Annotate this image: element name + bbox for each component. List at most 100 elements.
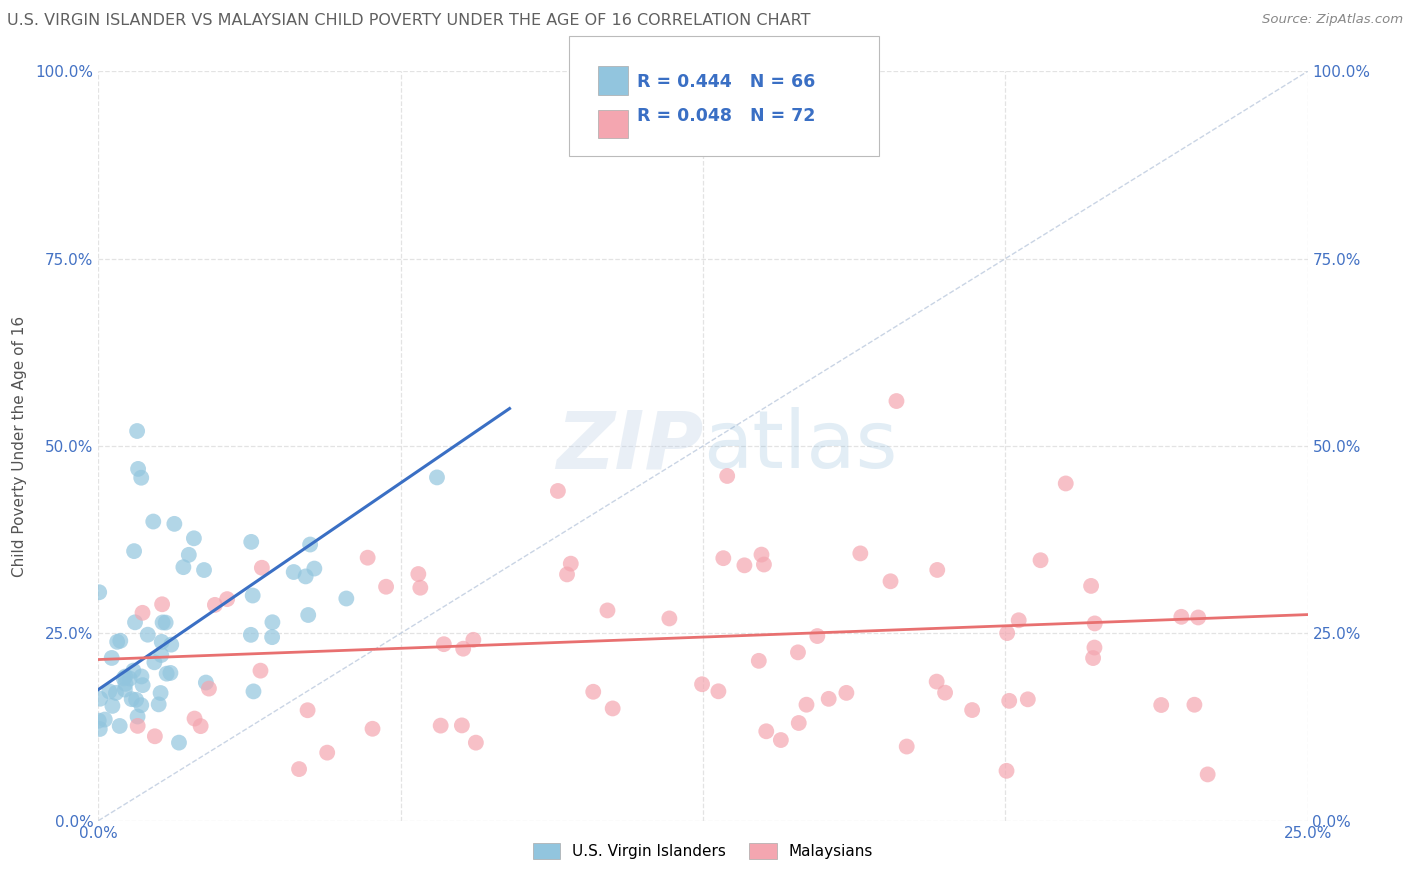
Point <box>927 563 949 577</box>
Point <box>429 718 451 732</box>
Point <box>101 698 124 713</box>
Point <box>690 677 713 691</box>
Point <box>112 671 135 685</box>
Point <box>356 550 378 565</box>
Point <box>204 598 226 612</box>
Point <box>131 606 153 620</box>
Text: R = 0.048   N = 72: R = 0.048 N = 72 <box>637 107 815 125</box>
Point <box>1017 692 1039 706</box>
Point <box>560 557 582 571</box>
Point <box>239 628 262 642</box>
Point <box>748 654 770 668</box>
Point <box>250 561 273 575</box>
Point <box>716 469 738 483</box>
Point <box>995 764 1018 778</box>
Point <box>122 664 145 678</box>
Point <box>143 655 166 669</box>
Point <box>118 672 141 686</box>
Point <box>87 714 110 728</box>
Point <box>711 551 734 566</box>
Point <box>142 515 165 529</box>
Point <box>89 722 111 736</box>
Point <box>288 762 311 776</box>
Point <box>121 692 143 706</box>
Point <box>896 739 918 754</box>
Point <box>555 567 578 582</box>
Point <box>124 615 146 630</box>
Point <box>149 686 172 700</box>
Text: atlas: atlas <box>703 407 897 485</box>
Point <box>190 719 212 733</box>
Point <box>602 701 624 715</box>
Point <box>1080 579 1102 593</box>
Point <box>787 716 810 731</box>
Point <box>183 531 205 545</box>
Point <box>751 548 773 562</box>
Point <box>995 626 1018 640</box>
Point <box>194 675 217 690</box>
Point <box>1184 698 1206 712</box>
Point <box>1083 640 1105 655</box>
Point <box>817 691 839 706</box>
Point <box>547 483 569 498</box>
Point <box>262 630 284 644</box>
Point <box>242 684 264 698</box>
Point <box>160 638 183 652</box>
Point <box>127 462 149 476</box>
Point <box>159 665 181 680</box>
Point <box>143 729 166 743</box>
Point <box>375 580 398 594</box>
Point <box>193 563 215 577</box>
Point <box>769 733 792 747</box>
Point <box>156 666 179 681</box>
Point <box>136 628 159 642</box>
Point <box>806 629 828 643</box>
Text: U.S. VIRGIN ISLANDER VS MALAYSIAN CHILD POVERTY UNDER THE AGE OF 16 CORRELATION : U.S. VIRGIN ISLANDER VS MALAYSIAN CHILD … <box>7 13 810 29</box>
Legend: U.S. Virgin Islanders, Malaysians: U.S. Virgin Islanders, Malaysians <box>527 838 879 865</box>
Point <box>335 591 357 606</box>
Point <box>582 685 605 699</box>
Point <box>127 424 149 438</box>
Point <box>150 635 173 649</box>
Point <box>1029 553 1052 567</box>
Point <box>1008 613 1031 627</box>
Point <box>104 686 127 700</box>
Point <box>294 569 316 583</box>
Point <box>596 603 619 617</box>
Point <box>998 694 1021 708</box>
Point <box>1150 698 1173 712</box>
Point <box>114 669 136 683</box>
Point <box>122 544 145 558</box>
Point <box>304 561 326 575</box>
Point <box>105 635 128 649</box>
Point <box>129 698 152 713</box>
Point <box>925 674 948 689</box>
Point <box>1197 767 1219 781</box>
Point <box>150 648 173 662</box>
Point <box>1170 609 1192 624</box>
Point <box>131 678 153 692</box>
Point <box>361 722 384 736</box>
Point <box>127 709 149 723</box>
Point <box>172 560 194 574</box>
Point <box>755 724 778 739</box>
Point <box>658 611 681 625</box>
Point <box>934 686 956 700</box>
Point <box>835 686 858 700</box>
Point <box>110 633 132 648</box>
Point <box>94 713 117 727</box>
Point <box>198 681 221 696</box>
Point <box>787 645 810 659</box>
Point <box>658 76 681 90</box>
Point <box>177 548 200 562</box>
Text: R = 0.444   N = 66: R = 0.444 N = 66 <box>637 73 815 91</box>
Point <box>98 684 121 698</box>
Point <box>464 736 486 750</box>
Point <box>148 698 170 712</box>
Point <box>433 637 456 651</box>
Point <box>451 641 474 656</box>
Point <box>1054 476 1077 491</box>
Point <box>297 607 319 622</box>
Point <box>316 746 339 760</box>
Point <box>114 682 136 697</box>
